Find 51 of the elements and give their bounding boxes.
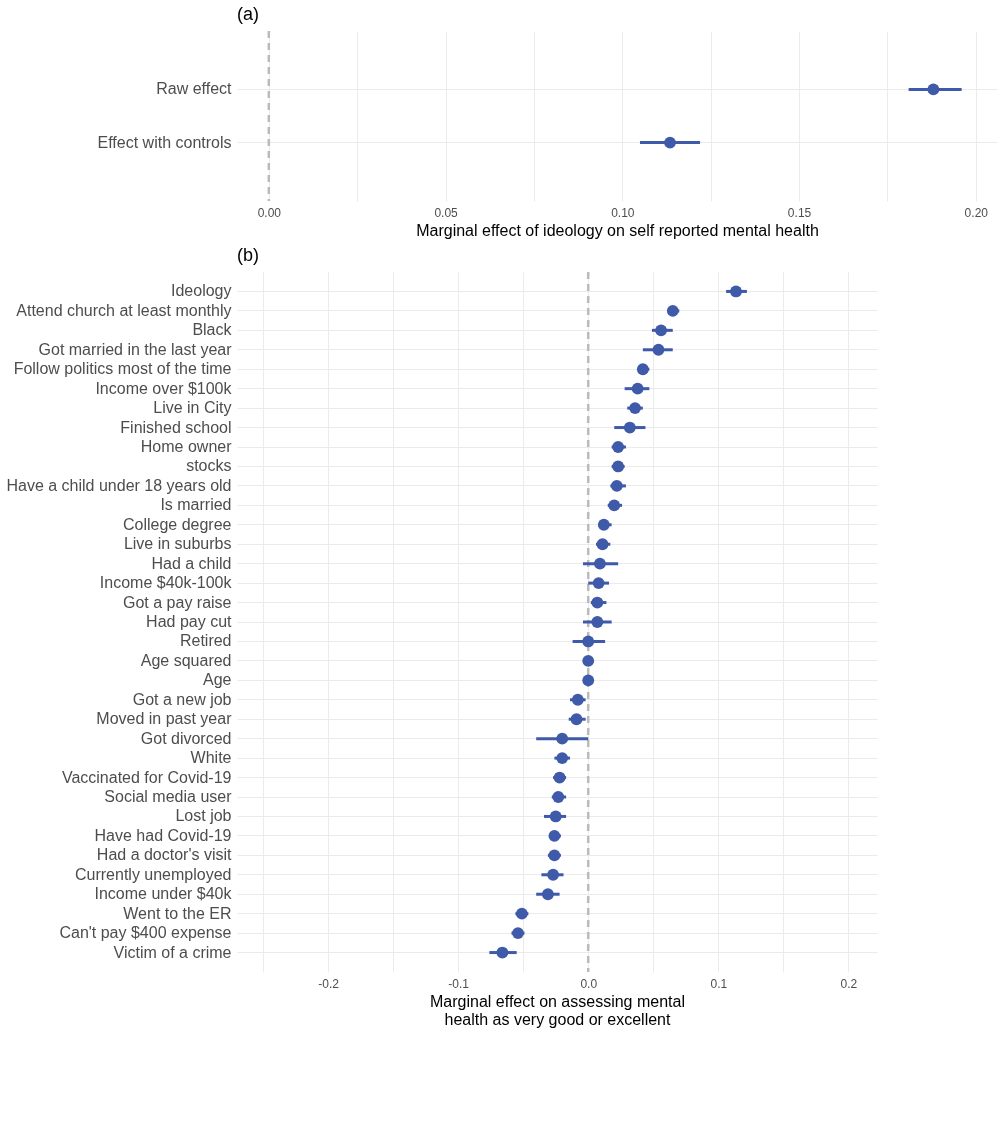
- x-tick-label: 0.15: [787, 205, 812, 220]
- chart-title: (a): [237, 3, 259, 24]
- x-axis-title: Marginal effect on assessing mental health as very good or excellent: [430, 992, 685, 1028]
- y-tick-label: Got a new job: [132, 690, 232, 708]
- y-tick-label: Income under $40k: [94, 885, 233, 903]
- y-tick-label: stocks: [186, 457, 232, 475]
- y-tick-label: Home owner: [140, 438, 233, 455]
- y-tick-label: Live in suburbs: [123, 535, 232, 553]
- y-tick-label: Lost job: [175, 807, 232, 825]
- y-tick-label: Currently unemployed: [74, 865, 232, 883]
- y-tick-label: Went to the ER: [123, 904, 232, 922]
- y-tick-label: Live in City: [153, 399, 232, 417]
- y-tick-label: Attend church at least monthly: [16, 301, 232, 319]
- y-tick-label: Income over $100k: [95, 379, 233, 397]
- x-tick-label: 0.20: [964, 205, 989, 220]
- y-tick-label: Follow politics most of the time: [13, 360, 232, 378]
- y-tick-label: Age: [203, 671, 232, 689]
- y-tick-label: Retired: [179, 632, 232, 650]
- y-tick-label: Vaccinated for Covid-19: [61, 768, 232, 786]
- y-tick-label: Can't pay $400 expense: [59, 924, 232, 942]
- y-tick-label: Age squared: [140, 651, 232, 669]
- x-tick-label: 0.1: [710, 976, 728, 991]
- y-tick-label: Got divorced: [140, 729, 232, 747]
- x-tick-label: 0.10: [611, 205, 635, 220]
- y-tick-label: Had a child: [151, 554, 232, 572]
- x-tick-label: 0.00: [257, 205, 282, 220]
- y-tick-label: Effect with controls: [97, 133, 232, 151]
- y-tick-label: Raw effect: [156, 80, 233, 98]
- x-tick-label: 0.05: [434, 205, 459, 220]
- y-tick-label: College degree: [122, 515, 232, 533]
- chart-title: (b): [237, 244, 259, 265]
- y-tick-label: Have a child under 18 years old: [6, 476, 232, 494]
- x-tick-label: 0.2: [840, 976, 858, 991]
- y-tick-label: Income $40k-100k: [99, 574, 233, 592]
- y-tick-label: Black: [192, 321, 233, 339]
- y-tick-label: White: [190, 749, 232, 767]
- x-axis-title: Marginal effect of ideology on self reported mental health: [416, 221, 819, 239]
- x-tick-label: -0.2: [318, 976, 340, 991]
- y-tick-label: Got married in the last year: [38, 340, 233, 358]
- y-tick-label: Victim of a crime: [113, 943, 232, 961]
- y-tick-label: Is married: [160, 496, 232, 514]
- x-tick-label: 0.0: [580, 976, 598, 991]
- y-tick-label: Had a doctor's visit: [96, 846, 233, 864]
- y-tick-label: Have had Covid-19: [94, 826, 232, 844]
- y-tick-label: Got a pay raise: [123, 593, 232, 611]
- y-tick-label: Finished school: [120, 418, 232, 436]
- y-tick-label: Social media user: [104, 788, 233, 805]
- x-tick-label: -0.1: [448, 976, 470, 991]
- y-tick-label: Moved in past year: [96, 710, 233, 728]
- y-tick-label: Ideology: [171, 282, 232, 300]
- y-tick-label: Had pay cut: [146, 613, 233, 630]
